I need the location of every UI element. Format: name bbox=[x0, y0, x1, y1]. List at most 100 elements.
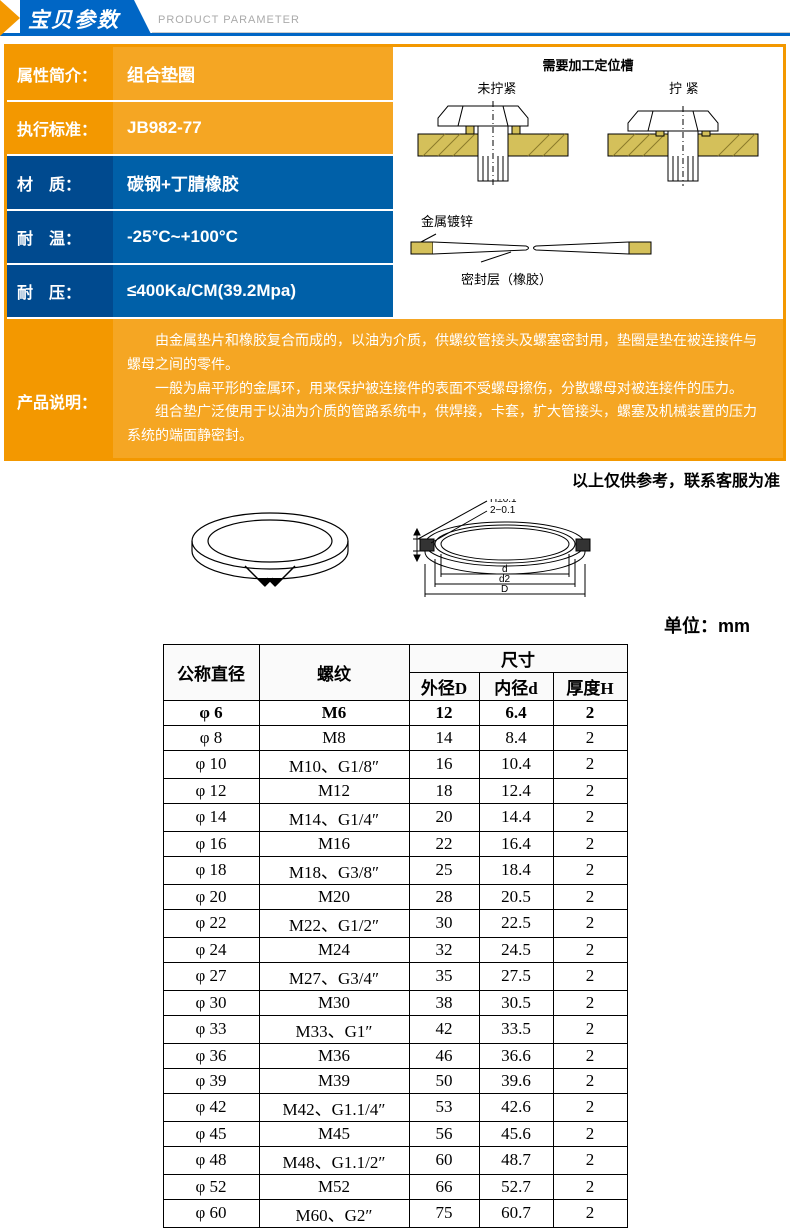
label-attribute: 属性简介： bbox=[7, 47, 113, 100]
table-cell: φ 6 bbox=[163, 700, 259, 725]
table-cell: 2 bbox=[553, 1174, 627, 1199]
value-material: 碳钢+丁腈橡胶 bbox=[113, 156, 393, 209]
table-cell: 35 bbox=[409, 962, 479, 990]
table-cell: φ 10 bbox=[163, 750, 259, 778]
table-cell: φ 36 bbox=[163, 1043, 259, 1068]
table-cell: 22 bbox=[409, 831, 479, 856]
table-cell: φ 33 bbox=[163, 1015, 259, 1043]
table-cell: 14.4 bbox=[479, 803, 553, 831]
table-cell: 2 bbox=[553, 750, 627, 778]
table-cell: M45 bbox=[259, 1121, 409, 1146]
table-cell: 2 bbox=[553, 1199, 627, 1227]
table-cell: 8.4 bbox=[479, 725, 553, 750]
th-size: 尺寸 bbox=[409, 644, 627, 672]
table-cell: 20.5 bbox=[479, 884, 553, 909]
table-cell: 2 bbox=[553, 1146, 627, 1174]
table-row: φ 39M395039.62 bbox=[163, 1068, 627, 1093]
table-cell: 2 bbox=[553, 1121, 627, 1146]
table-cell: 2 bbox=[553, 831, 627, 856]
table-cell: 30 bbox=[409, 909, 479, 937]
table-row: φ 10M10、G1/8″1610.42 bbox=[163, 750, 627, 778]
table-cell: 39.6 bbox=[479, 1068, 553, 1093]
header-title-triangle bbox=[134, 0, 152, 36]
table-cell: M36 bbox=[259, 1043, 409, 1068]
table-row: φ 16M162216.42 bbox=[163, 831, 627, 856]
table-row: φ 18M18、G3/8″2518.42 bbox=[163, 856, 627, 884]
header-accent-triangle bbox=[0, 0, 20, 36]
table-cell: 30.5 bbox=[479, 990, 553, 1015]
table-cell: φ 20 bbox=[163, 884, 259, 909]
table-row: φ 14M14、G1/4″2014.42 bbox=[163, 803, 627, 831]
table-cell: 27.5 bbox=[479, 962, 553, 990]
table-row: φ 27M27、G3/4″3527.52 bbox=[163, 962, 627, 990]
table-cell: M52 bbox=[259, 1174, 409, 1199]
table-cell: 12 bbox=[409, 700, 479, 725]
label-tightened: 拧 紧 bbox=[669, 78, 699, 97]
table-cell: 10.4 bbox=[479, 750, 553, 778]
table-cell: 2 bbox=[553, 1015, 627, 1043]
table-cell: 28 bbox=[409, 884, 479, 909]
table-cell: M39 bbox=[259, 1068, 409, 1093]
table-row: φ 45M455645.62 bbox=[163, 1121, 627, 1146]
parameter-panel: 属性简介： 组合垫圈 执行标准： JB982-77 材 质： 碳钢+丁腈橡胶 耐… bbox=[4, 44, 786, 461]
diagram-assembly: 需要加工定位槽 未拧紧 拧 紧 bbox=[393, 47, 783, 317]
table-cell: 42.6 bbox=[479, 1093, 553, 1121]
table-row: φ 8M8148.42 bbox=[163, 725, 627, 750]
table-cell: 18 bbox=[409, 778, 479, 803]
value-temperature: -25°C~+100°C bbox=[113, 211, 393, 263]
table-cell: 20 bbox=[409, 803, 479, 831]
technical-figures: H±0.1 2−0.1 d d2 D bbox=[0, 493, 790, 608]
label-seal-layer: 密封层（橡胶） bbox=[461, 269, 775, 288]
table-cell: M16 bbox=[259, 831, 409, 856]
table-cell: M10、G1/8″ bbox=[259, 750, 409, 778]
table-cell: φ 22 bbox=[163, 909, 259, 937]
table-cell: M6 bbox=[259, 700, 409, 725]
header-title-cn: 宝贝参数 bbox=[20, 0, 134, 33]
diagram-slot-title: 需要加工定位槽 bbox=[401, 55, 775, 74]
table-cell: 16 bbox=[409, 750, 479, 778]
table-cell: 66 bbox=[409, 1174, 479, 1199]
table-cell: 2 bbox=[553, 990, 627, 1015]
value-attribute: 组合垫圈 bbox=[113, 47, 393, 100]
label-untightened: 未拧紧 bbox=[477, 78, 516, 97]
table-row: φ 42M42、G1.1/4″5342.62 bbox=[163, 1093, 627, 1121]
table-row: φ 6M6126.42 bbox=[163, 700, 627, 725]
table-row: φ 60M60、G2″7560.72 bbox=[163, 1199, 627, 1227]
table-cell: φ 52 bbox=[163, 1174, 259, 1199]
table-cell: 45.6 bbox=[479, 1121, 553, 1146]
table-cell: φ 12 bbox=[163, 778, 259, 803]
table-cell: 60 bbox=[409, 1146, 479, 1174]
washer-section-icon bbox=[401, 230, 661, 266]
label-metal-plating: 金属镀锌 bbox=[421, 211, 775, 230]
table-cell: 2 bbox=[553, 856, 627, 884]
table-cell: φ 27 bbox=[163, 962, 259, 990]
table-cell: 14 bbox=[409, 725, 479, 750]
specification-table: 公称直径 螺纹 尺寸 外径D 内径d 厚度H φ 6M6126.42φ 8M81… bbox=[163, 644, 628, 1228]
table-cell: 2 bbox=[553, 1043, 627, 1068]
table-cell: 50 bbox=[409, 1068, 479, 1093]
table-cell: M33、G1″ bbox=[259, 1015, 409, 1043]
dim-gap: 2−0.1 bbox=[490, 505, 516, 516]
table-cell: M60、G2″ bbox=[259, 1199, 409, 1227]
th-thickness: 厚度H bbox=[553, 672, 627, 700]
table-row: φ 20M202820.52 bbox=[163, 884, 627, 909]
table-cell: 2 bbox=[553, 700, 627, 725]
table-cell: φ 48 bbox=[163, 1146, 259, 1174]
label-pressure: 耐 压： bbox=[7, 265, 113, 317]
dim-D: D bbox=[501, 584, 508, 595]
th-diameter: 公称直径 bbox=[163, 644, 259, 700]
table-cell: 2 bbox=[553, 884, 627, 909]
table-cell: φ 18 bbox=[163, 856, 259, 884]
table-cell: 2 bbox=[553, 909, 627, 937]
table-row: φ 12M121812.42 bbox=[163, 778, 627, 803]
table-row: φ 33M33、G1″4233.52 bbox=[163, 1015, 627, 1043]
table-cell: M14、G1/4″ bbox=[259, 803, 409, 831]
table-cell: 2 bbox=[553, 1093, 627, 1121]
table-cell: 42 bbox=[409, 1015, 479, 1043]
th-outer-d: 外径D bbox=[409, 672, 479, 700]
table-cell: M12 bbox=[259, 778, 409, 803]
desc-paragraph-1: 由金属垫片和橡胶复合而成的，以油为介质，供螺纹管接头及螺塞密封用，垫圈是垫在被连… bbox=[127, 329, 769, 377]
label-standard: 执行标准： bbox=[7, 102, 113, 154]
table-row: φ 22M22、G1/2″3022.52 bbox=[163, 909, 627, 937]
desc-paragraph-3: 组合垫广泛使用于以油为介质的管路系统中，供焊接，卡套，扩大管接头，螺塞及机械装置… bbox=[127, 400, 769, 448]
